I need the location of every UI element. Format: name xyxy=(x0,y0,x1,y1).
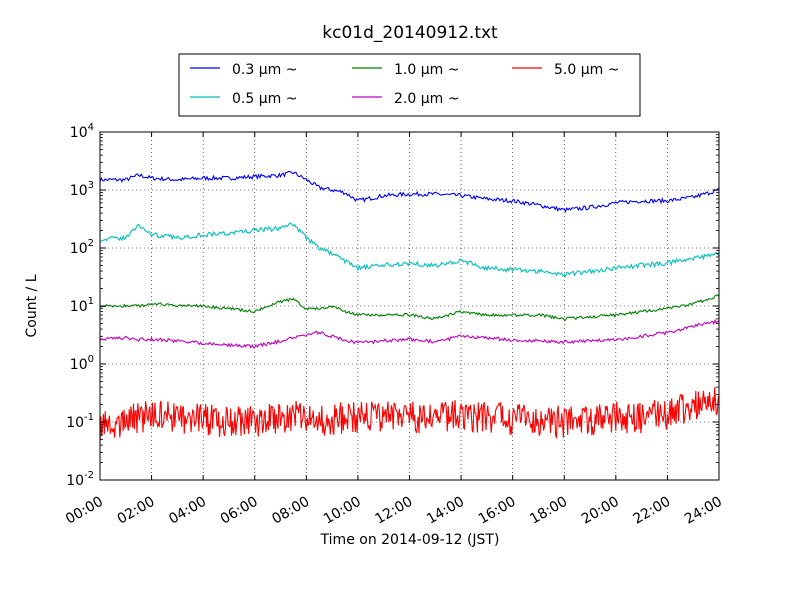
x-tick-label: 12:00 xyxy=(373,494,416,528)
series-line xyxy=(99,170,720,214)
series-line xyxy=(99,387,720,444)
x-tick-label: 18:00 xyxy=(527,494,570,528)
y-axis-label: Count / L xyxy=(24,274,40,337)
x-tick-label: 06:00 xyxy=(218,494,261,528)
x-tick-label: 08:00 xyxy=(269,494,312,528)
x-tick-label: 22:00 xyxy=(630,494,673,528)
legend-label: 1.0 μm ~ xyxy=(394,62,459,78)
series-line xyxy=(99,294,720,321)
series-lines xyxy=(99,170,720,444)
x-tick-label: 24:00 xyxy=(682,494,725,528)
x-tick-label: 04:00 xyxy=(166,494,209,528)
x-tick-label: 20:00 xyxy=(579,494,622,528)
y-tick-label: 10-2 xyxy=(66,470,94,489)
legend-label: 0.5 μm ~ xyxy=(232,91,297,107)
legend-label: 0.3 μm ~ xyxy=(232,62,297,78)
y-tick-label: 102 xyxy=(70,238,94,257)
y-tick-label: 100 xyxy=(70,354,94,373)
legend-box xyxy=(178,53,641,117)
series-line xyxy=(99,222,720,278)
axis-ticks xyxy=(99,131,720,481)
y-tick-label: 101 xyxy=(70,296,94,315)
y-tick-label: 10-1 xyxy=(66,412,94,431)
legend-label: 5.0 μm ~ xyxy=(554,62,619,78)
x-tick-label: 10:00 xyxy=(321,494,364,528)
x-tick-label: 00:00 xyxy=(63,494,106,528)
x-tick-labels: 00:00 02:00 04:00 06:00 08:00 10:00 12:00 14:00… xyxy=(63,494,725,528)
legend-label: 2.0 μm ~ xyxy=(394,91,459,107)
x-tick-label: 14:00 xyxy=(424,494,467,528)
y-tick-labels: 10-2 10-1 100 101 102 103 104 xyxy=(66,122,94,489)
x-tick-label: 16:00 xyxy=(476,494,519,528)
series-line xyxy=(99,318,720,349)
x-tick-label: 02:00 xyxy=(115,494,158,528)
x-axis-label: Time on 2014-09-12 (JST) xyxy=(320,532,500,548)
y-tick-label: 103 xyxy=(70,180,94,199)
legend: 0.3 μm ~ 0.5 μm ~ 1.0 μm ~ 2.0 μm ~ 5.0 μm ~ xyxy=(178,53,641,117)
chart-title: kc01d_20140912.txt xyxy=(322,23,498,43)
y-tick-label: 104 xyxy=(70,122,94,141)
